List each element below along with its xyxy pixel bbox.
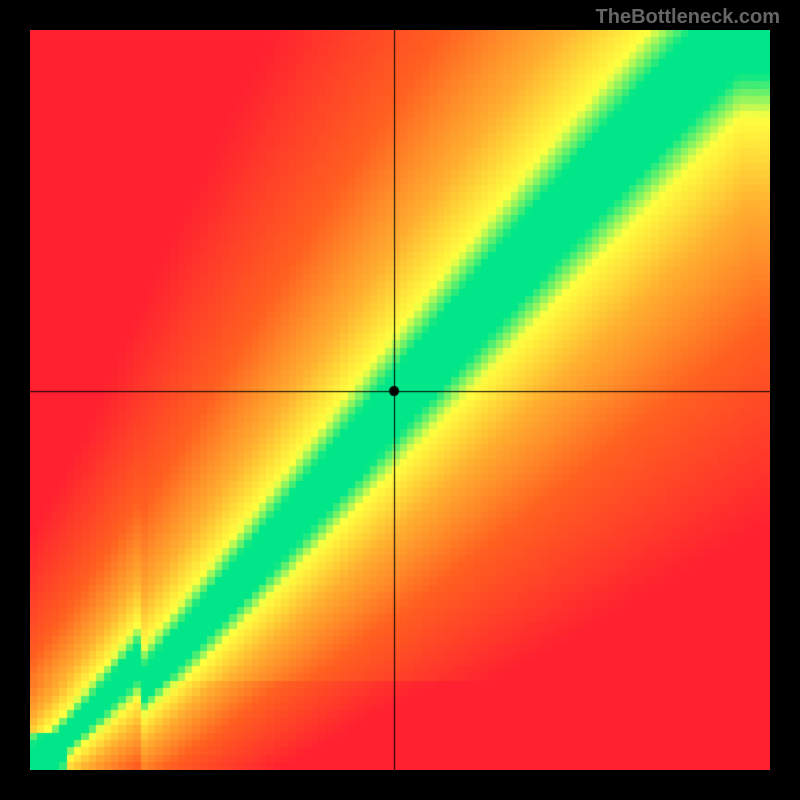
bottleneck-heatmap — [30, 30, 770, 770]
watermark-text: TheBottleneck.com — [596, 6, 780, 29]
